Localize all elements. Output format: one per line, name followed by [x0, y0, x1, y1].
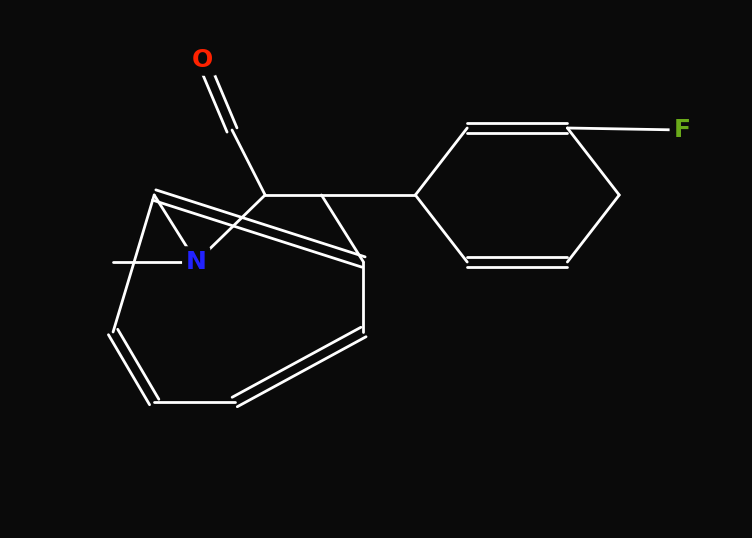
Text: O: O	[192, 48, 213, 72]
Text: N: N	[186, 250, 207, 274]
Text: F: F	[673, 118, 690, 142]
